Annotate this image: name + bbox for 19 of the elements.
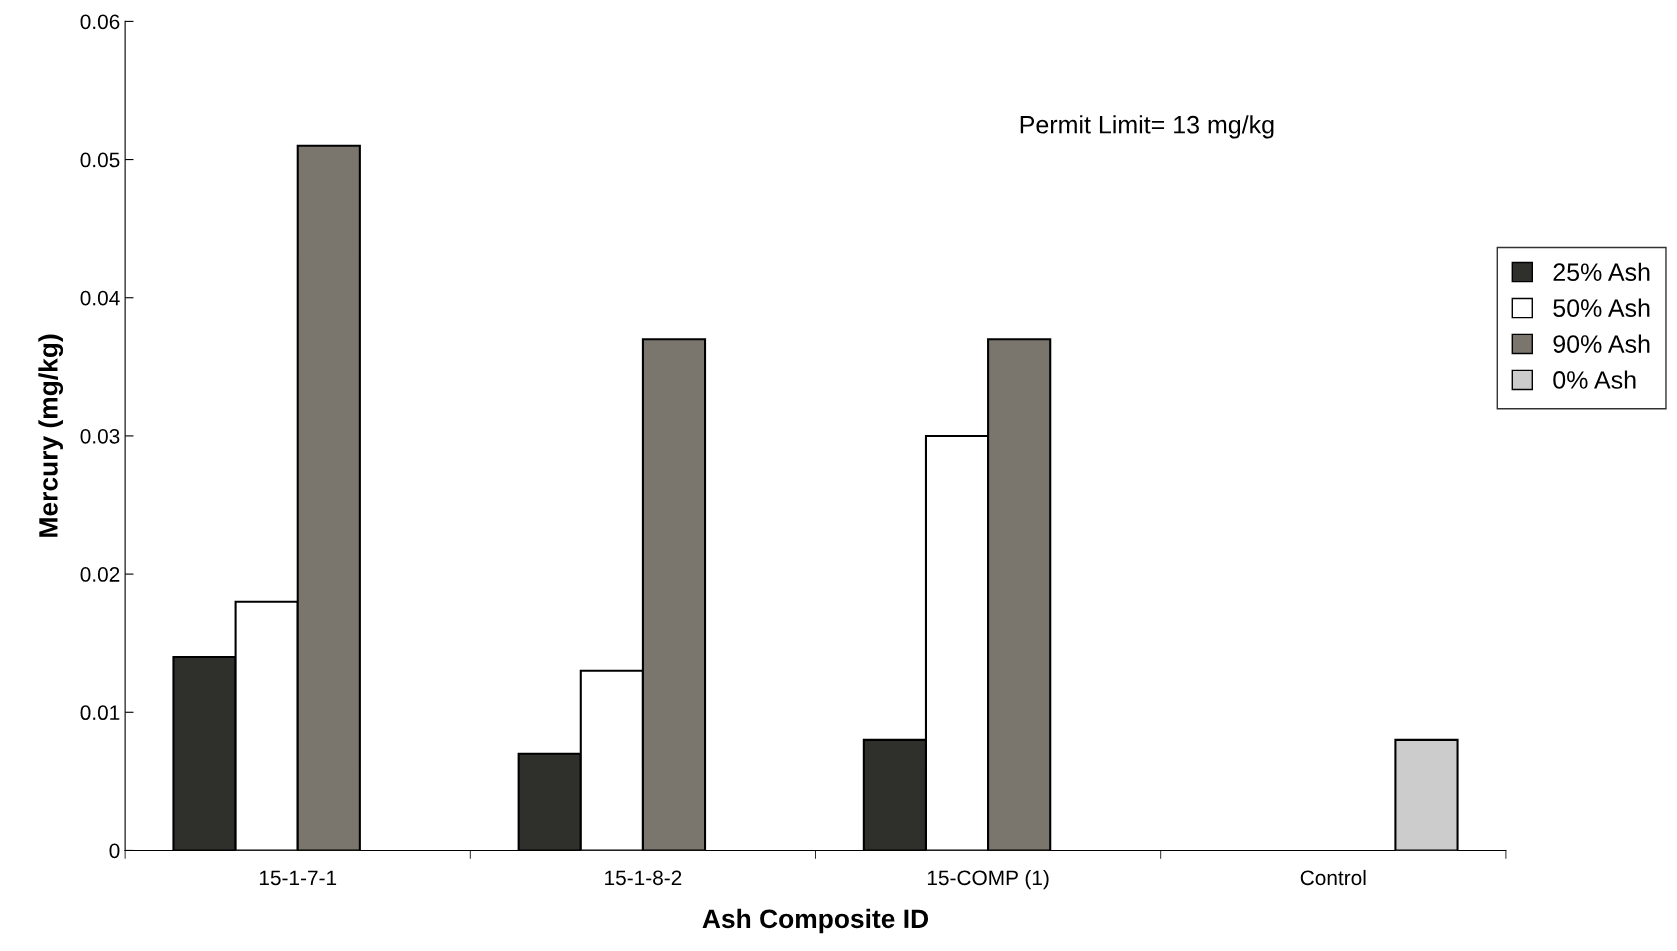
x-tick-label: 15-1-7-1: [259, 870, 337, 886]
x-tick-label: Control: [1300, 869, 1366, 886]
legend-label: 90% Ash: [1553, 334, 1650, 353]
y-axis-title: Mercury (mg/kg): [38, 334, 64, 537]
y-tick-label: 0.05: [80, 152, 120, 168]
x-axis-title: Ash Composite ID: [702, 908, 929, 934]
y-tick-label: 0.01: [80, 705, 120, 721]
y-tick-label: 0.04: [80, 290, 120, 306]
legend-label: 0% Ash: [1553, 370, 1636, 389]
x-tick-label: 15-COMP (1): [927, 869, 1049, 890]
annotation: Permit Limit= 13 mg/kg: [1020, 115, 1274, 139]
y-tick-label: 0: [109, 843, 120, 859]
legend-label: 25% Ash: [1553, 262, 1650, 282]
y-tick-label: 0.02: [80, 567, 120, 582]
x-tick-label: 15-1-8-2: [605, 870, 682, 886]
bar: [1394, 738, 1459, 851]
y-tick-label: 0.03: [80, 428, 120, 444]
y-tick-label: 0.06: [80, 14, 120, 30]
legend-label: 50% Ash: [1553, 298, 1650, 317]
